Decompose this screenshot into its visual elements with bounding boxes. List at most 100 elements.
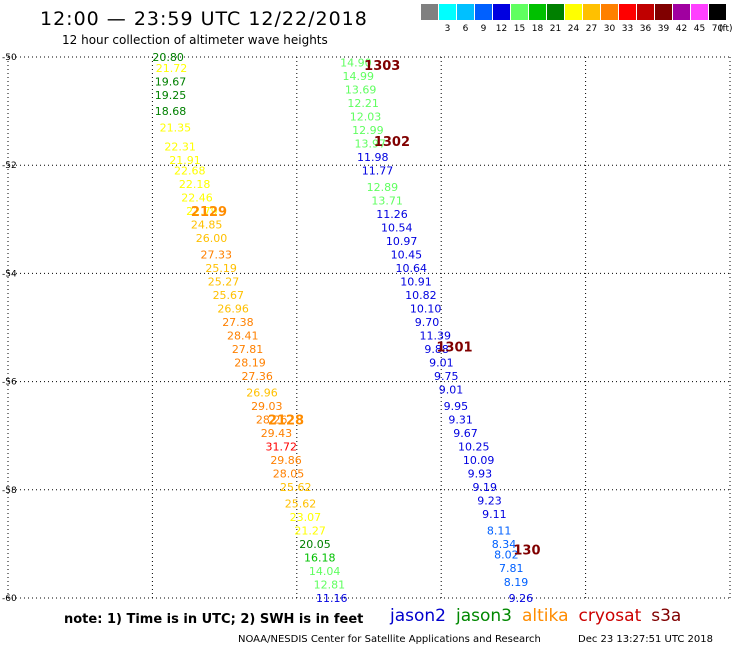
data-point-label: 19.25 — [155, 89, 187, 102]
data-point-label: 28.19 — [234, 357, 266, 370]
data-point-label: 9.93 — [468, 468, 493, 481]
legend-entry: cryosat — [578, 606, 642, 626]
data-point-label: 20.05 — [299, 538, 331, 551]
data-point-label: 25.27 — [208, 276, 240, 289]
scale-swatch — [637, 4, 654, 20]
scale-swatch — [709, 4, 726, 20]
wave-height-plot: 135138141144147150-50-52-54-56-58-6020.8… — [2, 51, 731, 606]
data-point-label: 11.77 — [362, 165, 394, 178]
y-tick-label: -52 — [2, 161, 17, 171]
data-point-label: 11.98 — [357, 151, 389, 164]
data-point-label: 8.19 — [504, 576, 528, 589]
data-point-label: 9.11 — [482, 508, 507, 521]
data-point-label: 25.67 — [213, 289, 245, 302]
data-point-label: 13.71 — [371, 194, 403, 207]
scale-label: 12 — [495, 24, 508, 34]
credit-line: NOAA/NESDIS Center for Satellite Applica… — [238, 634, 541, 645]
data-point-label: 20.80 — [152, 51, 184, 64]
data-point-label: 26.96 — [246, 386, 278, 399]
data-point-label: 10.64 — [395, 262, 427, 275]
data-point-label: 8.34 — [492, 538, 517, 551]
data-point-label: 14.04 — [309, 565, 341, 578]
data-point-label: 25.62 — [280, 481, 312, 494]
scale-label: 70 — [711, 24, 724, 34]
data-point-label: 10.82 — [405, 289, 437, 302]
pass-number-label: 1302 — [374, 135, 410, 150]
data-point-label: 26.96 — [217, 303, 249, 316]
pass-number-label: 2128 — [268, 413, 304, 428]
data-point-label: 27.38 — [222, 316, 254, 329]
data-point-label: 9.70 — [415, 316, 440, 329]
data-point-label: 12.81 — [314, 578, 346, 591]
data-point-label: 10.91 — [400, 276, 432, 289]
data-point-label: 13.97 — [355, 138, 387, 151]
data-point-label: 12.99 — [352, 124, 384, 137]
legend-entry: jason2 — [390, 606, 446, 626]
scale-swatch — [565, 4, 582, 20]
scale-label: 33 — [621, 24, 634, 34]
scale-swatch — [619, 4, 636, 20]
data-point-label: 28.05 — [273, 468, 305, 481]
scale-swatch — [691, 4, 708, 20]
satellite-legend: jason2 jason3 altika cryosat s3a — [390, 606, 691, 626]
y-tick-label: -54 — [2, 269, 17, 279]
data-point-label: 10.09 — [463, 454, 495, 467]
chart-subtitle: 12 hour collection of altimeter wave hei… — [62, 33, 328, 47]
scale-label: 3 — [444, 24, 451, 34]
scale-swatch — [583, 4, 600, 20]
scale-swatch — [529, 4, 546, 20]
data-point-label: 9.01 — [429, 357, 454, 370]
scale-swatch — [457, 4, 474, 20]
data-point-label: 12.03 — [350, 111, 382, 124]
data-point-label: 8.02 — [494, 549, 519, 562]
data-point-label: 11.26 — [376, 208, 408, 221]
legend-entry: jason3 — [456, 606, 512, 626]
scale-label: 27 — [585, 24, 598, 34]
data-point-label: 27.81 — [232, 343, 264, 356]
scale-swatch — [511, 4, 528, 20]
data-point-label: 11.16 — [316, 592, 348, 605]
scale-swatch — [655, 4, 672, 20]
data-point-label: 29.03 — [251, 400, 283, 413]
data-point-label: 21.35 — [160, 121, 192, 134]
data-point-label: 12.89 — [367, 181, 399, 194]
legend-entry: s3a — [651, 606, 682, 626]
data-point-label: 26.00 — [196, 232, 228, 245]
data-point-label: 14.99 — [343, 70, 375, 83]
y-tick-label: -60 — [2, 594, 17, 604]
scale-swatch — [475, 4, 492, 20]
data-point-label: 12.21 — [347, 97, 379, 110]
data-point-label: 9.01 — [439, 384, 464, 397]
scale-label: 9 — [480, 24, 487, 34]
data-point-label: 25.19 — [205, 262, 237, 275]
data-point-label: 11.39 — [420, 330, 452, 343]
data-point-label: 22.68 — [174, 165, 206, 178]
scale-swatch — [421, 4, 438, 20]
generated-timestamp: Dec 23 13:27:51 UTC 2018 — [578, 634, 713, 645]
scale-label: 6 — [462, 24, 469, 34]
data-point-label: 22.31 — [164, 140, 196, 153]
data-point-label: 7.81 — [499, 562, 523, 575]
scale-unit: (ft) — [719, 24, 733, 34]
data-point-label: 10.45 — [391, 248, 423, 261]
data-point-label: 9.67 — [453, 427, 478, 440]
data-point-label: 10.54 — [381, 221, 413, 234]
data-point-label: 27.33 — [201, 248, 233, 261]
data-point-label: 16.18 — [304, 551, 336, 564]
scale-label: 39 — [657, 24, 670, 34]
pass-number-label: 130 — [513, 543, 540, 558]
pass-number-label: 1303 — [364, 59, 400, 74]
scale-label: 21 — [549, 24, 562, 34]
y-tick-label: -56 — [2, 378, 17, 388]
data-point-label: 10.10 — [410, 303, 442, 316]
legend-entry: altika — [522, 606, 569, 626]
scale-swatch — [493, 4, 510, 20]
data-point-label: 22.18 — [179, 178, 211, 191]
data-point-label: 9.23 — [477, 495, 502, 508]
chart-title: 12:00 — 23:59 UTC 12/22/2018 — [40, 8, 368, 30]
scale-swatch — [547, 4, 564, 20]
scale-label: 42 — [675, 24, 688, 34]
data-point-label: 21.91 — [169, 154, 201, 167]
scale-label: 15 — [513, 24, 526, 34]
data-point-label: 19.67 — [155, 75, 187, 88]
